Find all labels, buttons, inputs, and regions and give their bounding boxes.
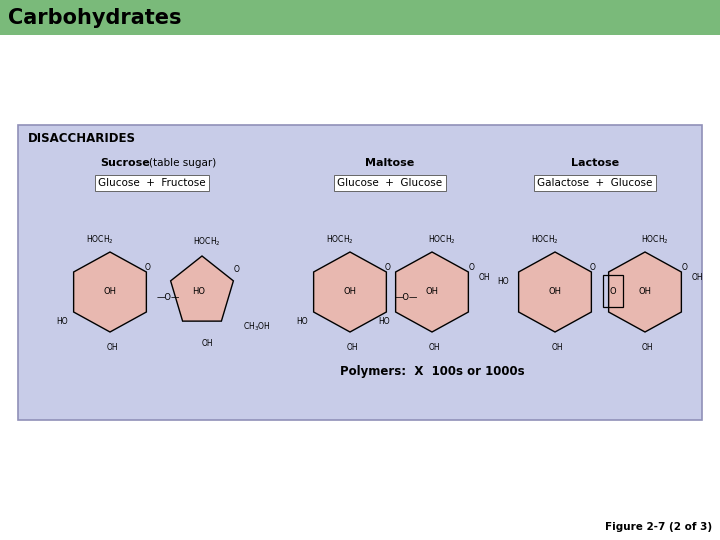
Text: O: O [234,266,240,274]
Text: OH: OH [428,342,440,352]
Text: HO: HO [192,287,205,296]
Text: HOCH$_2$: HOCH$_2$ [193,236,221,248]
Text: O: O [469,262,475,272]
Polygon shape [73,252,146,332]
Text: HOCH$_2$: HOCH$_2$ [641,234,669,246]
Text: O: O [610,287,616,295]
Text: Galactose  +  Glucose: Galactose + Glucose [537,178,653,188]
Text: O: O [590,262,596,272]
Text: OH: OH [201,340,213,348]
Text: HO: HO [296,318,308,327]
Text: Carbohydrates: Carbohydrates [8,8,181,28]
Text: OH: OH [343,287,356,296]
Text: Figure 2-7 (2 of 3): Figure 2-7 (2 of 3) [605,522,712,532]
Bar [0,0,720,35]
Bar [18,125,702,420]
Text: OH: OH [639,287,652,296]
Text: O: O [145,262,151,272]
Text: Glucose  +  Glucose: Glucose + Glucose [338,178,443,188]
Text: HOCH$_2$: HOCH$_2$ [428,234,456,246]
Text: OH: OH [691,273,703,281]
Text: HO: HO [56,318,68,327]
Polygon shape [518,252,591,332]
Text: O: O [682,262,688,272]
Text: Glucose  +  Fructose: Glucose + Fructose [98,178,206,188]
Text: CH$_3$OH: CH$_3$OH [243,321,271,333]
Text: Sucrose: Sucrose [100,158,150,168]
Text: OH: OH [426,287,438,296]
Text: —O—: —O— [395,293,418,301]
Text: OH: OH [478,273,490,281]
Text: Lactose: Lactose [571,158,619,168]
Polygon shape [314,252,387,332]
Text: Maltose: Maltose [365,158,415,168]
Polygon shape [395,252,469,332]
Text: O: O [385,262,391,272]
Polygon shape [608,252,681,332]
Text: HOCH$_2$: HOCH$_2$ [531,234,559,246]
Text: HOCH$_2$: HOCH$_2$ [326,234,354,246]
Bar [603,275,623,307]
Text: OH: OH [106,342,118,352]
Text: DISACCHARIDES: DISACCHARIDES [28,132,136,145]
Text: HO: HO [378,318,390,327]
Text: Polymers:  X  100s or 1000s: Polymers: X 100s or 1000s [340,366,525,379]
Text: HO: HO [498,278,509,287]
Text: (table sugar): (table sugar) [149,158,216,168]
Text: OH: OH [346,342,358,352]
Text: —O—: —O— [156,293,180,301]
Text: OH: OH [552,342,563,352]
Text: OH: OH [642,342,653,352]
Polygon shape [171,256,233,321]
Text: HOCH$_2$: HOCH$_2$ [86,234,114,246]
Text: OH: OH [549,287,562,296]
Text: OH: OH [104,287,117,296]
